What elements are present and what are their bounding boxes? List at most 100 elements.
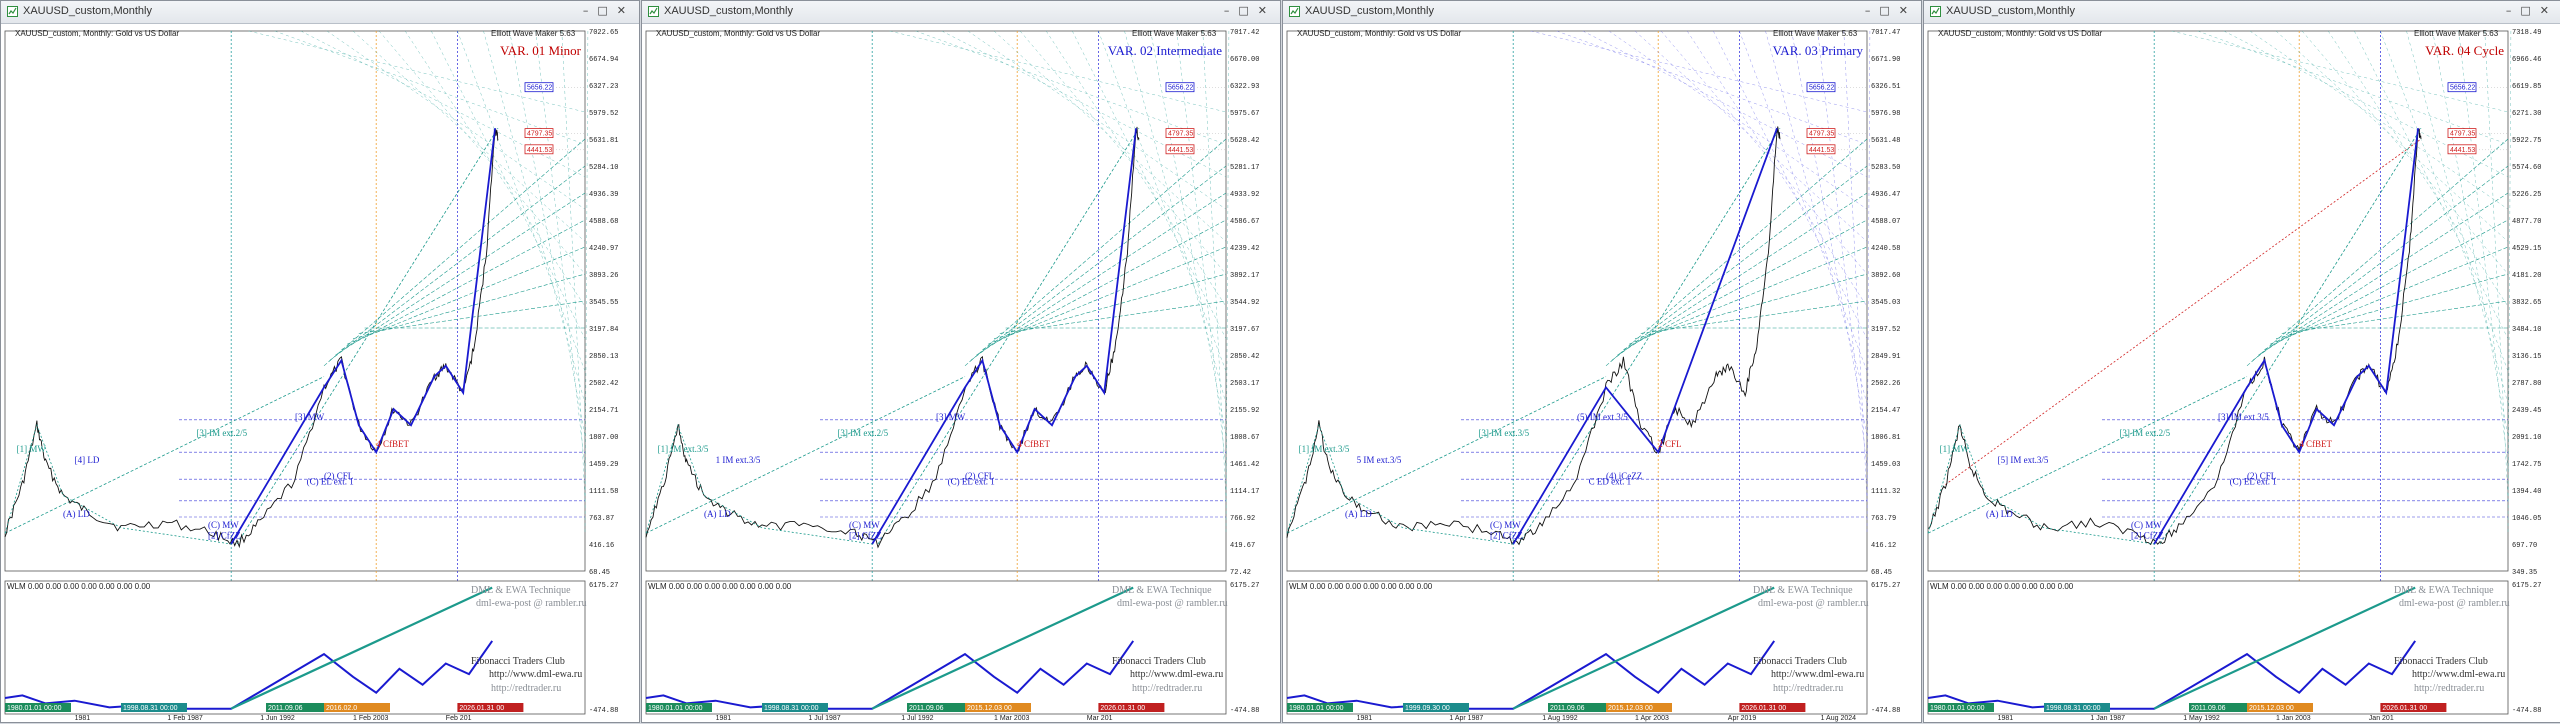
date-marker-box	[1403, 703, 1469, 712]
fib-fan-line	[2484, 30, 2509, 501]
fib-fan-line	[274, 30, 586, 145]
wave-label: [2] CfZZ	[2131, 531, 2164, 541]
watermark-title: DML & EWA Technique	[1112, 585, 1212, 596]
price-marker-box	[1165, 144, 1195, 155]
maximize-icon[interactable]: □	[2520, 4, 2540, 17]
maximize-icon[interactable]: □	[1238, 4, 1258, 17]
chart-window-2[interactable]: XAUUSD_custom,Monthly –□✕ 7017.42 6670.00 63…	[641, 0, 1281, 723]
date-marker-box	[965, 703, 1031, 712]
price-tick-label: 2155.92	[1230, 407, 1259, 415]
date-marker-box	[907, 703, 973, 712]
date-axis-label: Feb 201	[446, 715, 472, 722]
fib-fan-line	[535, 30, 586, 469]
chart-window-4[interactable]: XAUUSD_custom,Monthly –□✕ 7318.49 6966.46 66…	[1923, 0, 2560, 723]
price-tick-label: 4936.39	[589, 191, 618, 199]
date-axis-label: 1 Jul 1987	[808, 715, 840, 722]
close-icon[interactable]: ✕	[616, 4, 635, 17]
wave-label: (C) MW	[849, 520, 880, 530]
date-marker-label: 1998.08.31 00:00	[123, 705, 178, 712]
fib-fan-line	[404, 30, 586, 307]
date-axis-label: 1981	[1998, 715, 2014, 722]
chart-window-3[interactable]: XAUUSD_custom,Monthly –□✕ 7017.47 6671.90 63…	[1282, 0, 1922, 723]
credits-url: http://www.dml-ewa.ru	[1771, 669, 1865, 680]
price-tick-label: 2502.26	[1871, 380, 1900, 388]
credits-url: http://www.dml-ewa.ru	[489, 669, 583, 680]
price-marker-label: 5656.22	[1809, 85, 1834, 92]
window-titlebar[interactable]: XAUUSD_custom,Monthly –□✕	[1924, 1, 2560, 24]
wave-label: 2 CFL	[1658, 439, 1681, 449]
fib-fan-line	[2507, 30, 2512, 534]
date-axis-label: Apr 2019	[1728, 715, 1757, 722]
indicator-series	[645, 640, 1135, 710]
price-tick-label: 5922.75	[2512, 137, 2541, 145]
date-axis-label: 1 Apr 2003	[1635, 715, 1669, 722]
chart-window-1[interactable]: XAUUSD_custom,Monthly –□✕ 7022.65 6674.94 63…	[0, 0, 640, 723]
fib-fan-line	[1045, 30, 1227, 307]
chart-canvas[interactable]: 7318.49 6966.46 6619.85 6271.30 5922.75 5574.…	[1924, 23, 2560, 724]
fib-channel-line	[993, 273, 1227, 340]
wave-label: (C) EL ext. 1	[948, 477, 995, 487]
fib-fan-line	[1019, 30, 1227, 275]
price-tick-label: 1394.40	[2512, 488, 2541, 496]
chart-canvas[interactable]: 7022.65 6674.94 6327.23 5979.52 5631.81 5284.…	[1, 23, 641, 724]
indicator-tick-label: -474.88	[1871, 707, 1900, 715]
price-marker-box	[1806, 128, 1836, 138]
fib-fan-line	[2249, 30, 2509, 210]
chart-symbol-label: XAUUSD_custom, Monthly: Gold vs US Dolla…	[1297, 29, 1462, 38]
chart-symbol-label: XAUUSD_custom, Monthly: Gold vs US Dolla…	[15, 29, 180, 38]
minimize-icon[interactable]: –	[1864, 4, 1880, 17]
window-titlebar[interactable]: XAUUSD_custom,Monthly –□✕	[1, 1, 639, 24]
price-tick-label: 3892.60	[1871, 272, 1900, 280]
minimize-icon[interactable]: –	[582, 4, 598, 17]
fib-channel-line	[329, 165, 586, 361]
close-icon[interactable]: ✕	[1898, 4, 1917, 17]
date-marker-label: 2015.12.03 00	[967, 705, 1012, 712]
fib-fan-line	[1817, 30, 1868, 469]
credits-url: http://www.dml-ewa.ru	[1130, 669, 1224, 680]
price-tick-label: 6670.00	[1230, 56, 1259, 64]
maximize-icon[interactable]: □	[1879, 4, 1899, 17]
wave-label: [1] MW	[1940, 444, 1970, 454]
maximize-icon[interactable]: □	[597, 4, 617, 17]
date-marker-label: 2011.09.06	[1550, 705, 1585, 712]
fib-fan-line	[1225, 30, 1230, 534]
date-marker-box	[762, 703, 828, 712]
price-marker-box	[2447, 128, 2477, 138]
wave-label: C ED ext. 1	[1589, 477, 1632, 487]
fib-fan-line	[1634, 30, 1868, 242]
minimize-icon[interactable]: –	[2505, 4, 2521, 17]
window-titlebar[interactable]: XAUUSD_custom,Monthly –□✕	[1283, 1, 1921, 24]
watermark-title: DML & EWA Technique	[2394, 585, 2494, 596]
wave-label: 4 CfBET	[2299, 439, 2332, 449]
close-icon[interactable]: ✕	[2539, 4, 2558, 17]
credits-url-2: http://redtrader.ru	[2414, 683, 2485, 694]
price-tick-label: 416.12	[1871, 542, 1896, 550]
price-tick-label: 763.79	[1871, 515, 1896, 523]
price-tick-label: 7022.65	[589, 29, 618, 37]
close-icon[interactable]: ✕	[1257, 4, 1276, 17]
price-tick-label: 4181.20	[2512, 272, 2541, 280]
price-tick-label: 2787.80	[2512, 380, 2541, 388]
price-marker-label: 4797.35	[1809, 131, 1834, 138]
date-marker-box	[2044, 703, 2110, 712]
window-titlebar[interactable]: XAUUSD_custom,Monthly –□✕	[642, 1, 1280, 24]
date-marker-box	[266, 703, 332, 712]
indicator-trend	[230, 586, 493, 710]
chart-canvas[interactable]: 7017.42 6670.00 6322.93 5975.67 5628.42 5281.…	[642, 23, 1282, 724]
price-marker-label: 4797.35	[2450, 131, 2475, 138]
window-controls: –□✕	[1224, 4, 1276, 17]
minimize-icon[interactable]: –	[1223, 4, 1239, 17]
price-tick-label: 4936.47	[1871, 191, 1900, 199]
price-tick-label: 1111.58	[589, 488, 618, 496]
price-series	[1286, 126, 1781, 546]
chart-canvas[interactable]: 7017.47 6671.90 6326.51 5976.98 5631.48 5283.…	[1283, 23, 1923, 724]
date-marker-label: 2026.01.31 00	[1741, 705, 1786, 712]
date-marker-label: 1999.09.30 00	[1405, 705, 1450, 712]
price-tick-label: 5631.81	[589, 137, 618, 145]
wave-label: (2) CFL	[2247, 471, 2276, 481]
fib-fan-line	[1150, 30, 1227, 437]
price-tick-label: 5631.48	[1871, 137, 1900, 145]
price-tick-label: 2154.71	[589, 407, 618, 415]
date-marker-label: 1998.08.31 00:00	[764, 705, 819, 712]
date-marker-label: 2011.09.06	[268, 705, 303, 712]
